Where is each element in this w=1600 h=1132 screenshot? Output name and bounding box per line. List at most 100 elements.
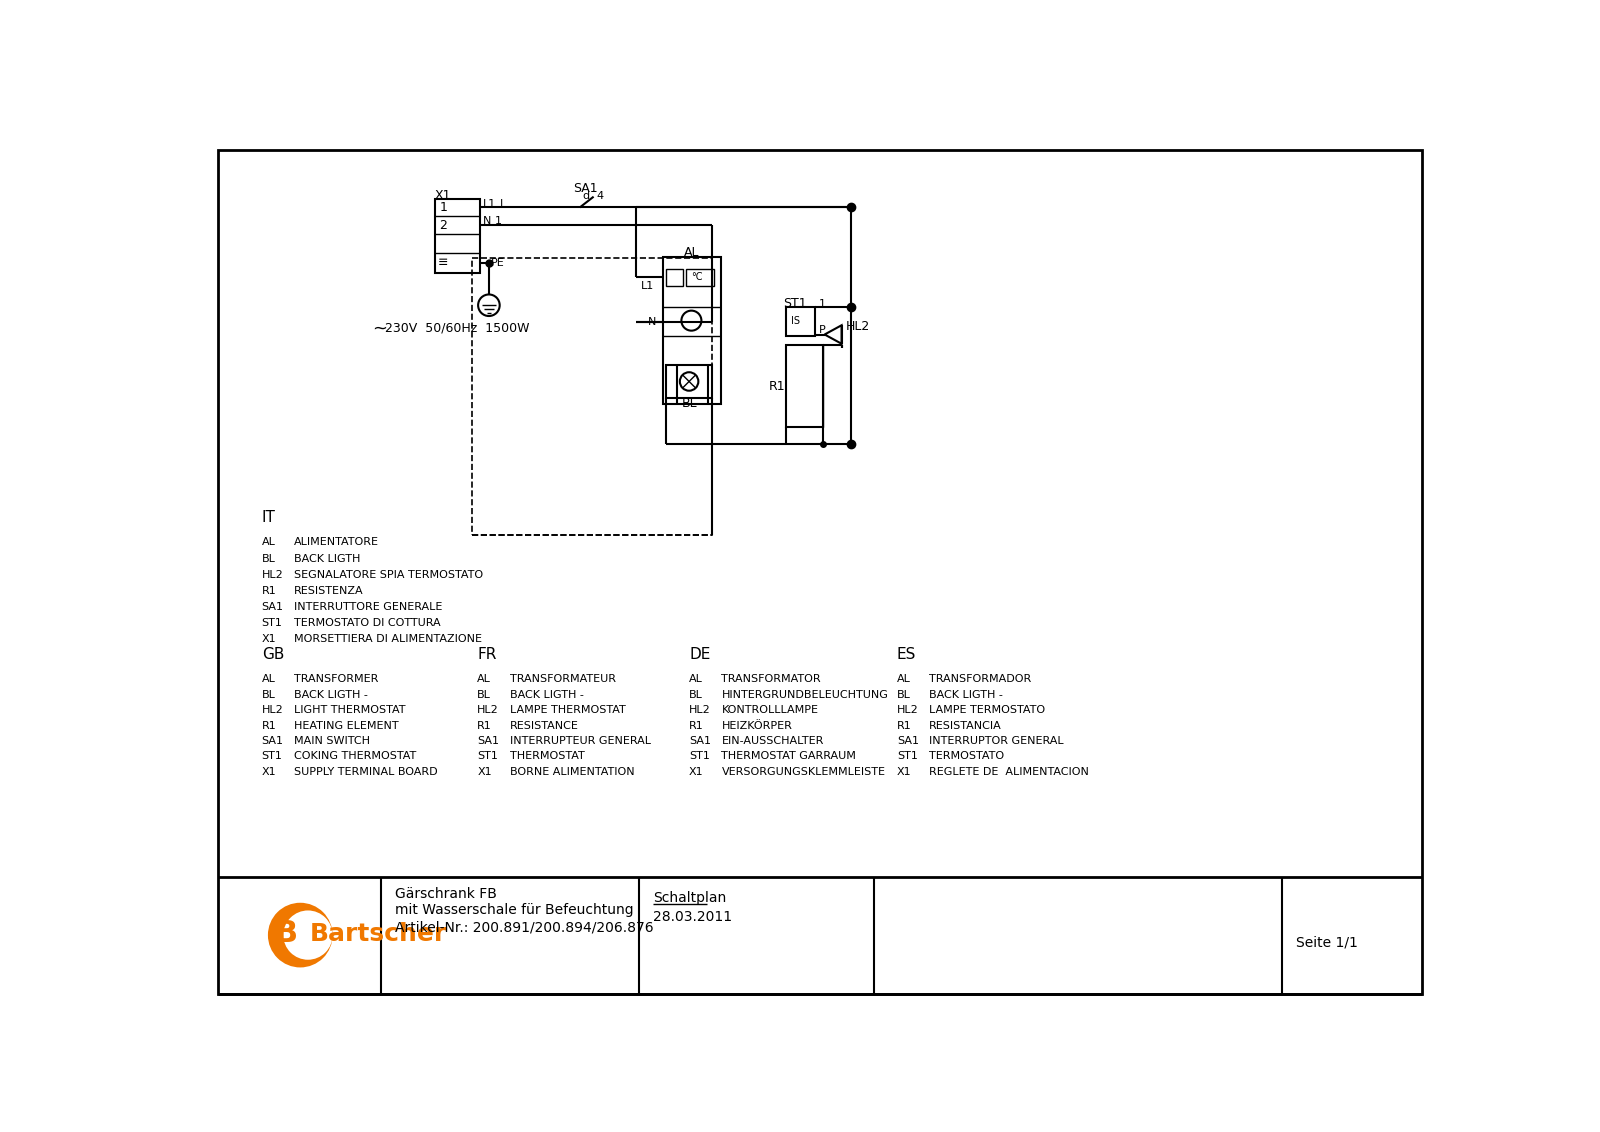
Text: HEATING ELEMENT: HEATING ELEMENT bbox=[294, 721, 398, 730]
Text: TERMOSTATO: TERMOSTATO bbox=[930, 752, 1005, 762]
Text: HL2: HL2 bbox=[477, 705, 499, 715]
Text: R1: R1 bbox=[262, 586, 277, 595]
Text: AL: AL bbox=[690, 675, 702, 685]
Text: BL: BL bbox=[262, 689, 275, 700]
Text: HL2: HL2 bbox=[262, 569, 283, 580]
Text: R1: R1 bbox=[770, 379, 786, 393]
Text: BACK LIGTH -: BACK LIGTH - bbox=[510, 689, 584, 700]
Text: BL: BL bbox=[690, 689, 702, 700]
Text: BL: BL bbox=[682, 397, 698, 410]
Text: IT: IT bbox=[262, 511, 275, 525]
Text: BACK LIGTH -: BACK LIGTH - bbox=[294, 689, 368, 700]
Text: HL2: HL2 bbox=[262, 705, 283, 715]
Text: ST1: ST1 bbox=[690, 752, 710, 762]
Text: COKING THERMOSTAT: COKING THERMOSTAT bbox=[294, 752, 416, 762]
Text: RESISTANCE: RESISTANCE bbox=[510, 721, 579, 730]
Text: ALIMENTATORE: ALIMENTATORE bbox=[294, 538, 379, 548]
Text: L1: L1 bbox=[483, 198, 496, 208]
Bar bbox=[686, 269, 714, 286]
Text: X1: X1 bbox=[690, 766, 704, 777]
Text: INTERRUPTEUR GENERAL: INTERRUPTEUR GENERAL bbox=[510, 736, 651, 746]
Text: ST1: ST1 bbox=[898, 752, 918, 762]
Text: P: P bbox=[819, 325, 826, 335]
Text: DE: DE bbox=[690, 648, 710, 662]
Text: 2: 2 bbox=[440, 218, 448, 232]
Text: VERSORGUNGSKLEMMLEISTE: VERSORGUNGSKLEMMLEISTE bbox=[722, 766, 885, 777]
Text: KONTROLLLAMPE: KONTROLLLAMPE bbox=[722, 705, 819, 715]
Text: L: L bbox=[499, 198, 506, 208]
Bar bbox=[472, 257, 712, 534]
Text: MAIN SWITCH: MAIN SWITCH bbox=[294, 736, 370, 746]
Bar bbox=[666, 366, 712, 397]
Text: TRANSFORMER: TRANSFORMER bbox=[294, 675, 379, 685]
Text: mit Wasserschale für Befeuchtung: mit Wasserschale für Befeuchtung bbox=[395, 903, 634, 917]
Text: TRANSFORMATEUR: TRANSFORMATEUR bbox=[510, 675, 616, 685]
Text: R1: R1 bbox=[262, 721, 277, 730]
Text: EIN-AUSSCHALTER: EIN-AUSSCHALTER bbox=[722, 736, 824, 746]
Text: LAMPE TERMOSTATO: LAMPE TERMOSTATO bbox=[930, 705, 1045, 715]
Text: PE: PE bbox=[491, 258, 506, 268]
Text: THERMOSTAT GARRAUM: THERMOSTAT GARRAUM bbox=[722, 752, 856, 762]
Text: d: d bbox=[582, 191, 590, 200]
Text: HL2: HL2 bbox=[690, 705, 710, 715]
Text: TRANSFORMADOR: TRANSFORMADOR bbox=[930, 675, 1032, 685]
Text: Gärschrank FB: Gärschrank FB bbox=[395, 886, 498, 901]
Text: 1: 1 bbox=[819, 299, 826, 309]
Text: SA1: SA1 bbox=[262, 602, 283, 612]
Text: X1: X1 bbox=[477, 766, 491, 777]
Bar bbox=[786, 345, 822, 427]
Text: FR: FR bbox=[477, 648, 496, 662]
Text: GB: GB bbox=[262, 648, 285, 662]
Text: REGLETE DE  ALIMENTACION: REGLETE DE ALIMENTACION bbox=[930, 766, 1090, 777]
Text: HL2: HL2 bbox=[898, 705, 918, 715]
Text: RESISTANCIA: RESISTANCIA bbox=[930, 721, 1002, 730]
Text: AL: AL bbox=[262, 675, 275, 685]
Text: ST1: ST1 bbox=[782, 298, 806, 310]
Text: 28.03.2011: 28.03.2011 bbox=[653, 910, 733, 924]
Text: HL2: HL2 bbox=[846, 320, 870, 333]
Text: SA1: SA1 bbox=[690, 736, 710, 746]
Text: Seite 1/1: Seite 1/1 bbox=[1296, 936, 1358, 950]
Text: SA1: SA1 bbox=[477, 736, 499, 746]
Text: RESISTENZA: RESISTENZA bbox=[294, 586, 363, 595]
Text: X1: X1 bbox=[435, 189, 451, 201]
Text: N: N bbox=[483, 216, 491, 226]
Bar bbox=[666, 269, 683, 286]
Text: 1: 1 bbox=[494, 216, 502, 226]
Text: SA1: SA1 bbox=[262, 736, 283, 746]
Text: R1: R1 bbox=[477, 721, 493, 730]
Text: SA1: SA1 bbox=[898, 736, 918, 746]
Text: SA1: SA1 bbox=[574, 182, 598, 195]
Text: ST1: ST1 bbox=[477, 752, 498, 762]
Text: R1: R1 bbox=[898, 721, 912, 730]
Text: AL: AL bbox=[477, 675, 491, 685]
Text: AL: AL bbox=[898, 675, 910, 685]
Text: TERMOSTATO DI COTTURA: TERMOSTATO DI COTTURA bbox=[294, 618, 440, 628]
Text: HEIZKÖRPER: HEIZKÖRPER bbox=[722, 721, 792, 730]
Text: ST1: ST1 bbox=[262, 752, 283, 762]
Text: ES: ES bbox=[898, 648, 917, 662]
Text: TRANSFORMATOR: TRANSFORMATOR bbox=[722, 675, 821, 685]
Text: BL: BL bbox=[898, 689, 910, 700]
Text: INTERRUTTORE GENERALE: INTERRUTTORE GENERALE bbox=[294, 602, 443, 612]
Text: MORSETTIERA DI ALIMENTAZIONE: MORSETTIERA DI ALIMENTAZIONE bbox=[294, 634, 482, 644]
Circle shape bbox=[283, 910, 333, 960]
Text: X1: X1 bbox=[898, 766, 912, 777]
Text: LIGHT THERMOSTAT: LIGHT THERMOSTAT bbox=[294, 705, 405, 715]
Text: X1: X1 bbox=[262, 634, 277, 644]
Text: IS: IS bbox=[790, 317, 800, 326]
Text: HINTERGRUNDBELEUCHTUNG: HINTERGRUNDBELEUCHTUNG bbox=[722, 689, 888, 700]
Text: ~: ~ bbox=[371, 319, 387, 337]
Text: Schaltplan: Schaltplan bbox=[653, 891, 726, 906]
Text: °C: °C bbox=[691, 272, 702, 282]
Text: X1: X1 bbox=[262, 766, 277, 777]
Text: BACK LIGTH -: BACK LIGTH - bbox=[930, 689, 1003, 700]
Text: SUPPLY TERMINAL BOARD: SUPPLY TERMINAL BOARD bbox=[294, 766, 438, 777]
Text: 4: 4 bbox=[597, 191, 603, 200]
Text: AL: AL bbox=[683, 247, 699, 259]
Text: AL: AL bbox=[262, 538, 275, 548]
Text: Artikel-Nr.: 200.891/200.894/206.876: Artikel-Nr.: 200.891/200.894/206.876 bbox=[395, 920, 653, 934]
Bar bbox=[786, 307, 816, 336]
Text: L1: L1 bbox=[642, 281, 654, 291]
Bar bbox=[662, 257, 720, 404]
